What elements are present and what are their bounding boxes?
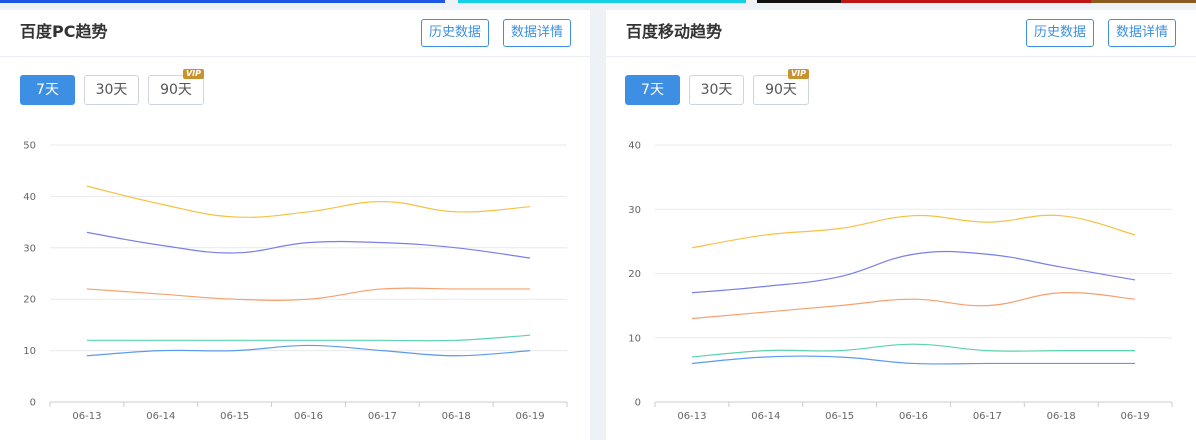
series-line-1 [691, 214, 1136, 249]
range-90-days-label: 90天 [160, 82, 192, 98]
y-tick-label: 10 [23, 346, 36, 357]
x-tick-label: 06-17 [368, 411, 397, 422]
topbar-segment-black [757, 0, 841, 3]
x-tick-label: 06-19 [1121, 411, 1150, 422]
series-line-4 [691, 343, 1136, 358]
panel-title: 百度PC趋势 [20, 22, 108, 41]
x-tick-label: 06-16 [899, 411, 928, 422]
range-7-days-button[interactable]: 7天 [625, 75, 680, 105]
topbar-segment-red [841, 0, 1091, 3]
series-line-5 [86, 344, 531, 357]
series-line-2 [691, 250, 1136, 294]
series-line-1 [86, 185, 531, 218]
range-90-days-button[interactable]: 90天 VIP [753, 69, 809, 105]
x-tick-label: 06-17 [973, 411, 1002, 422]
y-tick-label: 30 [23, 243, 36, 254]
x-tick-label: 06-18 [1047, 411, 1076, 422]
topbar-segment-brown [1091, 0, 1196, 3]
y-tick-label: 50 [23, 141, 36, 152]
y-tick-label: 40 [23, 192, 36, 203]
pc-trend-panel: 百度PC趋势 历史数据 数据详情 7天 30天 90天 VIP 0 10 20 30 4… [0, 10, 590, 440]
series-line-3 [691, 292, 1136, 320]
range-90-days-label: 90天 [765, 82, 797, 98]
panel-header: 百度PC趋势 历史数据 数据详情 [0, 10, 590, 57]
history-data-button[interactable]: 历史数据 [421, 19, 490, 47]
topbar-segment-blue [0, 0, 445, 3]
pc-trend-chart: 0 10 20 30 40 50 06-13 06-14 06-15 06-16 06-17 06-1… [23, 141, 568, 422]
range-30-days-button[interactable]: 30天 [84, 75, 139, 105]
panel-title: 百度移动趋势 [626, 22, 723, 41]
x-tick-label: 06-18 [442, 411, 471, 422]
y-tick-label: 40 [628, 141, 641, 152]
x-tick-label: 06-16 [294, 411, 323, 422]
series-line-2 [86, 231, 531, 259]
y-tick-label: 20 [23, 295, 36, 306]
vip-badge: VIP [787, 69, 809, 79]
history-data-button[interactable]: 历史数据 [1026, 19, 1095, 47]
panel-header: 百度移动趋势 历史数据 数据详情 [606, 10, 1196, 57]
x-tick-label: 06-14 [146, 411, 175, 422]
range-30-days-button[interactable]: 30天 [689, 75, 744, 105]
series-line-5 [691, 355, 1136, 365]
mobile-trend-chart: 0 10 20 30 40 06-13 06-14 06-15 06-16 06-17 06-18 0… [628, 141, 1173, 422]
data-detail-button[interactable]: 数据详情 [1108, 19, 1177, 47]
y-tick-label: 0 [30, 398, 36, 409]
x-tick-label: 06-13 [72, 411, 101, 422]
range-7-days-button[interactable]: 7天 [20, 75, 75, 105]
range-90-days-button[interactable]: 90天 VIP [148, 69, 204, 105]
y-tick-label: 30 [628, 205, 641, 216]
data-detail-button[interactable]: 数据详情 [503, 19, 572, 47]
x-tick-label: 06-19 [516, 411, 545, 422]
x-tick-label: 06-13 [677, 411, 706, 422]
vip-badge: VIP [182, 69, 204, 79]
y-tick-label: 20 [628, 269, 641, 280]
x-tick-label: 06-14 [751, 411, 780, 422]
y-tick-label: 10 [628, 333, 641, 344]
y-tick-label: 0 [635, 398, 641, 409]
x-tick-label: 06-15 [825, 411, 854, 422]
series-line-3 [86, 287, 531, 301]
x-tick-label: 06-15 [220, 411, 249, 422]
topbar-segment-cyan [458, 0, 746, 3]
mobile-trend-panel: 百度移动趋势 历史数据 数据详情 7天 30天 90天 VIP 0 10 20 30 4… [606, 10, 1196, 440]
series-line-4 [86, 334, 531, 342]
